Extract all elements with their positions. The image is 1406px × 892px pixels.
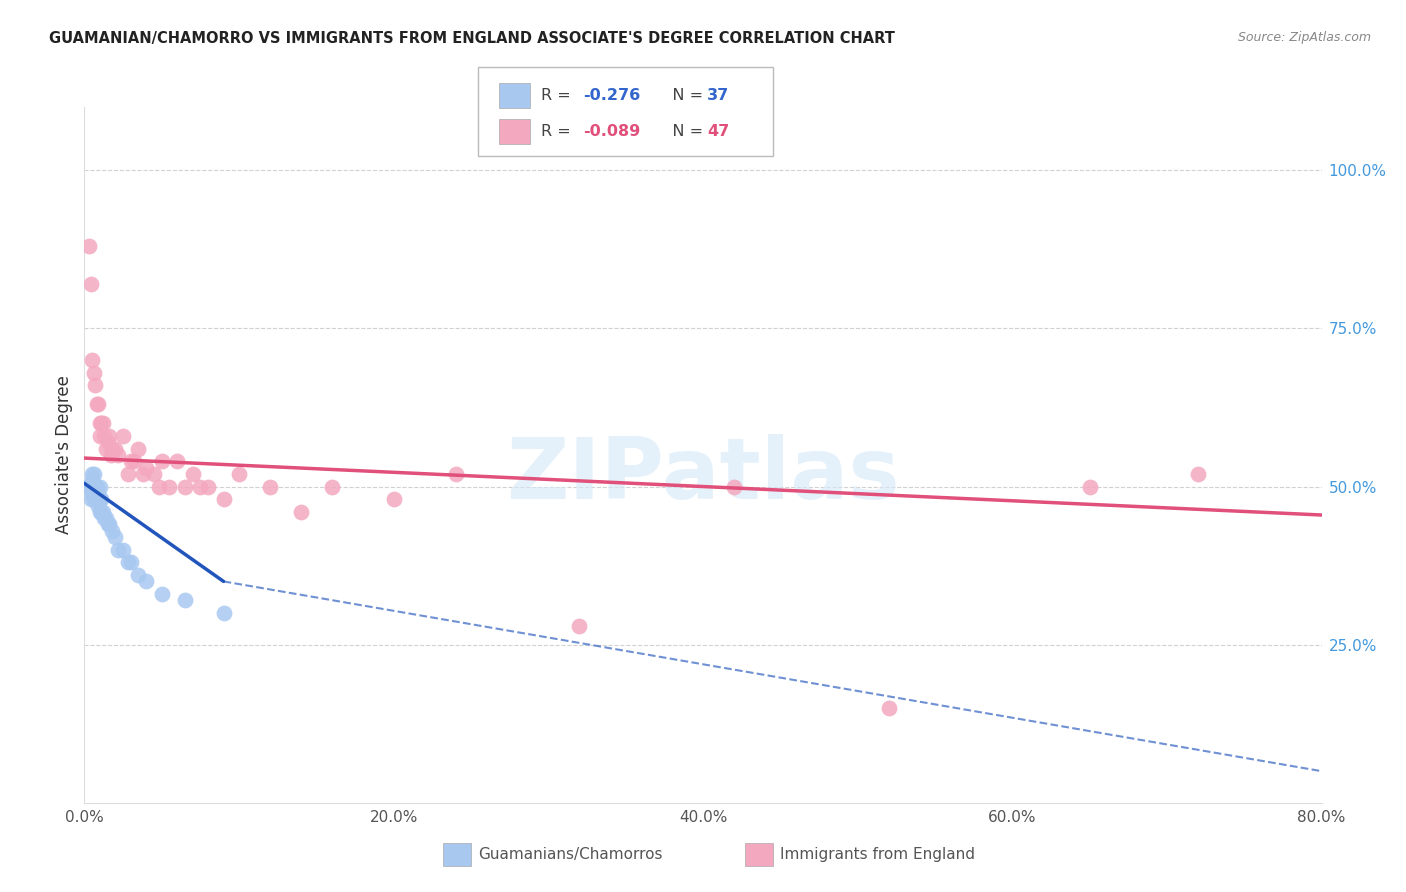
Point [1078, 479, 1101, 493]
Point [174, 479, 197, 493]
Point [101, 442, 124, 456]
Point [86, 492, 108, 507]
Point [87, 499, 110, 513]
Point [877, 701, 900, 715]
Point [84, 479, 107, 493]
Point [82, 353, 104, 368]
Point [79, 277, 101, 292]
Point [94, 511, 117, 525]
Point [117, 467, 139, 481]
Point [174, 593, 197, 607]
Point [96, 517, 118, 532]
Point [93, 511, 115, 525]
Point [82, 473, 104, 487]
Point [212, 492, 235, 507]
Point [83, 366, 105, 380]
Point [91, 505, 114, 519]
Point [77, 479, 100, 493]
Point [84, 378, 107, 392]
Point [212, 606, 235, 620]
Point [76, 479, 98, 493]
Point [104, 442, 127, 456]
Point [89, 417, 111, 431]
Point [723, 479, 745, 493]
Point [135, 460, 157, 475]
Point [159, 479, 180, 493]
Point [79, 492, 101, 507]
Point [290, 505, 312, 519]
Point [90, 505, 112, 519]
Point [120, 454, 142, 468]
Point [83, 492, 105, 507]
Point [117, 556, 139, 570]
Text: R =: R = [541, 88, 576, 103]
Point [94, 442, 117, 456]
Point [132, 467, 155, 481]
Point [122, 454, 145, 468]
Text: GUAMANIAN/CHAMORRO VS IMMIGRANTS FROM ENGLAND ASSOCIATE'S DEGREE CORRELATION CHA: GUAMANIAN/CHAMORRO VS IMMIGRANTS FROM EN… [49, 31, 896, 46]
Point [148, 479, 170, 493]
Point [98, 429, 121, 443]
Point [150, 587, 173, 601]
Text: 47: 47 [707, 124, 730, 139]
Point [112, 542, 135, 557]
Point [93, 429, 115, 443]
Point [382, 492, 405, 507]
Text: N =: N = [657, 88, 707, 103]
Point [127, 568, 149, 582]
Point [107, 542, 129, 557]
Point [79, 479, 101, 493]
Y-axis label: Associate's Degree: Associate's Degree [55, 376, 73, 534]
Text: 37: 37 [707, 88, 730, 103]
Point [89, 479, 111, 493]
Point [90, 417, 112, 431]
Point [98, 517, 121, 532]
Point [135, 574, 157, 589]
Text: -0.276: -0.276 [583, 88, 641, 103]
Point [86, 397, 108, 411]
Point [83, 467, 105, 481]
Point [166, 454, 188, 468]
Text: ZIPatlas: ZIPatlas [506, 434, 900, 517]
Point [107, 448, 129, 462]
Text: R =: R = [541, 124, 576, 139]
Point [112, 429, 135, 443]
Text: Source: ZipAtlas.com: Source: ZipAtlas.com [1237, 31, 1371, 45]
Point [143, 467, 166, 481]
Point [228, 467, 250, 481]
Point [568, 618, 591, 632]
Point [181, 467, 204, 481]
Point [100, 448, 122, 462]
Point [87, 486, 110, 500]
Point [321, 479, 343, 493]
Point [120, 556, 142, 570]
Point [1187, 467, 1209, 481]
Text: -0.089: -0.089 [583, 124, 641, 139]
Point [82, 467, 104, 481]
Point [87, 397, 110, 411]
Point [444, 467, 467, 481]
Point [104, 530, 127, 544]
Point [89, 505, 111, 519]
Point [91, 417, 114, 431]
Point [82, 486, 104, 500]
Point [83, 479, 105, 493]
Text: Immigrants from England: Immigrants from England [780, 847, 976, 862]
Point [84, 492, 107, 507]
Point [77, 239, 100, 253]
Point [90, 492, 112, 507]
Point [188, 479, 211, 493]
Point [127, 442, 149, 456]
Point [101, 524, 124, 538]
Point [86, 479, 108, 493]
Point [150, 454, 173, 468]
Point [89, 429, 111, 443]
Point [96, 435, 118, 450]
Text: Guamanians/Chamorros: Guamanians/Chamorros [478, 847, 662, 862]
Text: N =: N = [657, 124, 707, 139]
Point [89, 492, 111, 507]
Point [259, 479, 281, 493]
Point [197, 479, 219, 493]
